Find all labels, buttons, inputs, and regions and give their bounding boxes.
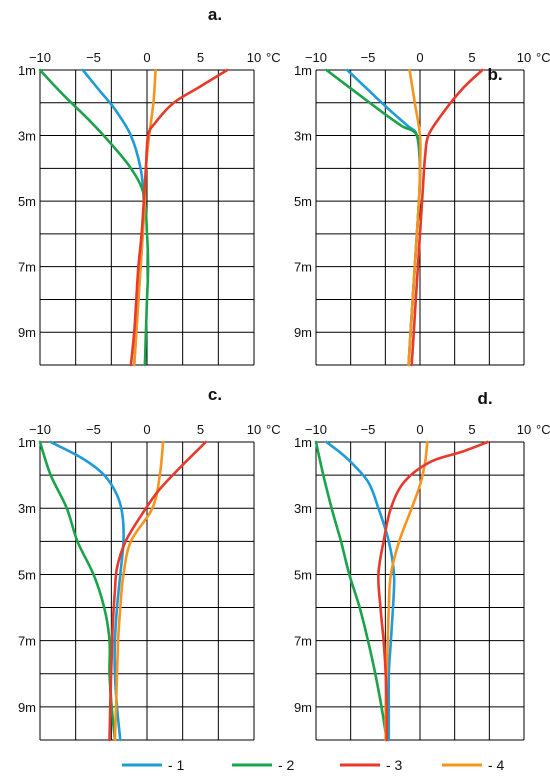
x-tick-label: 0 xyxy=(416,422,423,437)
y-tick-label: 9m xyxy=(294,700,312,715)
series-line-4 xyxy=(407,68,422,367)
x-tick-label: 10 xyxy=(247,422,261,437)
y-tick-label: 3m xyxy=(18,129,36,144)
series-line-4 xyxy=(132,68,157,367)
legend: - 1 - 2 - 3 - 4 xyxy=(122,757,505,773)
y-tick-label: 3m xyxy=(294,129,312,144)
x-tick-label: −5 xyxy=(86,422,101,437)
x-tick-label: 10 xyxy=(247,50,261,65)
x-unit-label: °C xyxy=(266,50,281,65)
x-tick-label: 0 xyxy=(143,50,150,65)
x-tick-label: 0 xyxy=(416,50,423,65)
panel-a: −10 −5 0 5 10 °C 1m 3m 5m 7m 9m a. xyxy=(18,5,281,367)
series-line-2 xyxy=(325,68,422,367)
series-line-2 xyxy=(38,68,150,367)
series-line-3 xyxy=(410,68,484,367)
x-tick-label: 5 xyxy=(197,422,204,437)
y-tick-label: 9m xyxy=(18,700,36,715)
series-line-4 xyxy=(113,440,165,742)
legend-label-2: - 2 xyxy=(278,757,295,773)
x-tick-label: −10 xyxy=(29,422,51,437)
x-tick-label: 10 xyxy=(517,50,531,65)
y-tick-label: 3m xyxy=(18,501,36,516)
series-line-2 xyxy=(314,440,388,742)
x-tick-label: 5 xyxy=(468,50,475,65)
y-tick-label: 7m xyxy=(18,260,36,275)
panel-label: a. xyxy=(208,5,222,24)
x-tick-label: −5 xyxy=(361,50,376,65)
panel-label: c. xyxy=(208,385,222,404)
y-tick-label: 5m xyxy=(18,194,36,209)
legend-label-1: - 1 xyxy=(168,757,185,773)
x-tick-label: −10 xyxy=(305,422,327,437)
series-line-3 xyxy=(108,440,208,742)
series-line-3 xyxy=(129,68,229,367)
y-tick-label: 3m xyxy=(294,501,312,516)
x-tick-label: −5 xyxy=(361,422,376,437)
series-line-3 xyxy=(377,440,489,742)
y-tick-label: 1m xyxy=(294,435,312,450)
x-unit-label: °C xyxy=(536,50,550,65)
panel-d: −10 −5 0 5 10 °C 1m 3m 5m 7m 9m d. xyxy=(294,389,550,742)
x-tick-label: −5 xyxy=(86,50,101,65)
x-tick-label: −10 xyxy=(305,50,327,65)
x-tick-label: 0 xyxy=(143,422,150,437)
y-tick-label: 9m xyxy=(294,325,312,340)
series-line-1 xyxy=(325,440,396,742)
panel-label: d. xyxy=(477,389,492,408)
x-tick-label: −10 xyxy=(29,50,51,65)
x-tick-label: 5 xyxy=(197,50,204,65)
x-tick-label: 10 xyxy=(517,422,531,437)
x-tick-label: 5 xyxy=(468,422,475,437)
panel-c: −10 −5 0 5 10 °C 1m 3m 5m 7m 9m c. xyxy=(18,385,281,742)
panel-label: b. xyxy=(487,65,502,84)
series-line-2 xyxy=(38,440,117,742)
y-tick-label: 5m xyxy=(18,567,36,582)
y-tick-label: 1m xyxy=(18,435,36,450)
y-tick-label: 1m xyxy=(18,63,36,78)
y-tick-label: 5m xyxy=(294,194,312,209)
x-unit-label: °C xyxy=(536,422,550,437)
series-line-1 xyxy=(49,440,125,742)
legend-label-4: - 4 xyxy=(488,757,505,773)
y-tick-label: 9m xyxy=(18,325,36,340)
y-tick-label: 7m xyxy=(294,260,312,275)
series-line-4 xyxy=(384,440,429,742)
y-tick-label: 1m xyxy=(294,63,312,78)
panel-b: −10 −5 0 5 10 °C 1m 3m 5m 7m 9m b. xyxy=(294,50,550,367)
y-tick-label: 5m xyxy=(294,567,312,582)
legend-label-3: - 3 xyxy=(386,757,403,773)
y-tick-label: 7m xyxy=(294,634,312,649)
x-unit-label: °C xyxy=(266,422,281,437)
y-tick-label: 7m xyxy=(18,634,36,649)
